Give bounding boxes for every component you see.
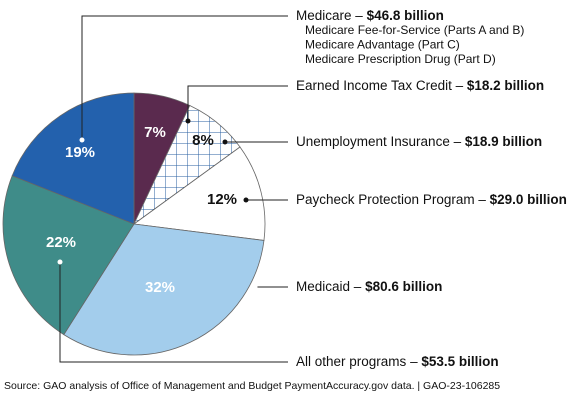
category-name: Paycheck Protection Program [296,192,475,207]
separator: – [410,354,418,369]
category-name: Medicare [296,8,352,23]
slice-percent-label: 8% [192,132,214,149]
amount: $18.9 billion [465,134,542,149]
source-note: Source: GAO analysis of Office of Manage… [4,380,500,392]
sub-item: Medicare Advantage (Part C) [305,38,460,52]
sub-item: Medicare Fee-for-Service (Parts A and B) [305,23,524,37]
separator: – [456,78,464,93]
leader-dot [243,197,249,203]
leader-dot [252,284,258,290]
amount: $29.0 billion [490,192,567,207]
amount: $53.5 billion [421,354,498,369]
pie [2,92,266,356]
category-label: Unemployment Insurance – $18.9 billion [296,134,542,149]
category-label: All other programs – $53.5 billion [296,354,499,369]
leader-dot [57,259,63,265]
separator: – [478,192,486,207]
separator: – [354,279,362,294]
leader-lines [59,15,288,363]
category-name: Medicaid [296,279,350,294]
slice-percent-label: 12% [207,191,237,208]
amount: $80.6 billion [365,279,442,294]
slice-percent-label: 19% [65,144,95,161]
category-name: Unemployment Insurance [296,134,450,149]
separator: – [454,134,462,149]
category-label: Paycheck Protection Program – $29.0 bill… [296,192,567,207]
pie-slice [132,146,266,241]
pie-slice [11,92,135,225]
amount: $46.8 billion [367,8,444,23]
slice-percent-label: 22% [46,234,76,251]
sub-item: Medicare Prescription Drug (Part D) [305,52,496,66]
category-label: Earned Income Tax Credit – $18.2 billion [296,78,544,93]
pie-slice [63,223,265,356]
slice-percent-label: 7% [144,124,166,141]
leader-line [187,85,288,121]
separator: – [355,8,363,23]
leader-dot [222,139,228,145]
category-label: Medicare – $46.8 billion [296,8,444,23]
pie-slice [2,175,135,336]
leader-dot [79,137,85,143]
leader-line [59,262,288,363]
leader-line [81,15,288,140]
category-name: Earned Income Tax Credit [296,78,452,93]
category-name: All other programs [296,354,407,369]
category-label: Medicaid – $80.6 billion [296,279,442,294]
slice-percent-label: 32% [145,279,175,296]
amount: $18.2 billion [467,78,544,93]
leader-dot [185,118,191,124]
